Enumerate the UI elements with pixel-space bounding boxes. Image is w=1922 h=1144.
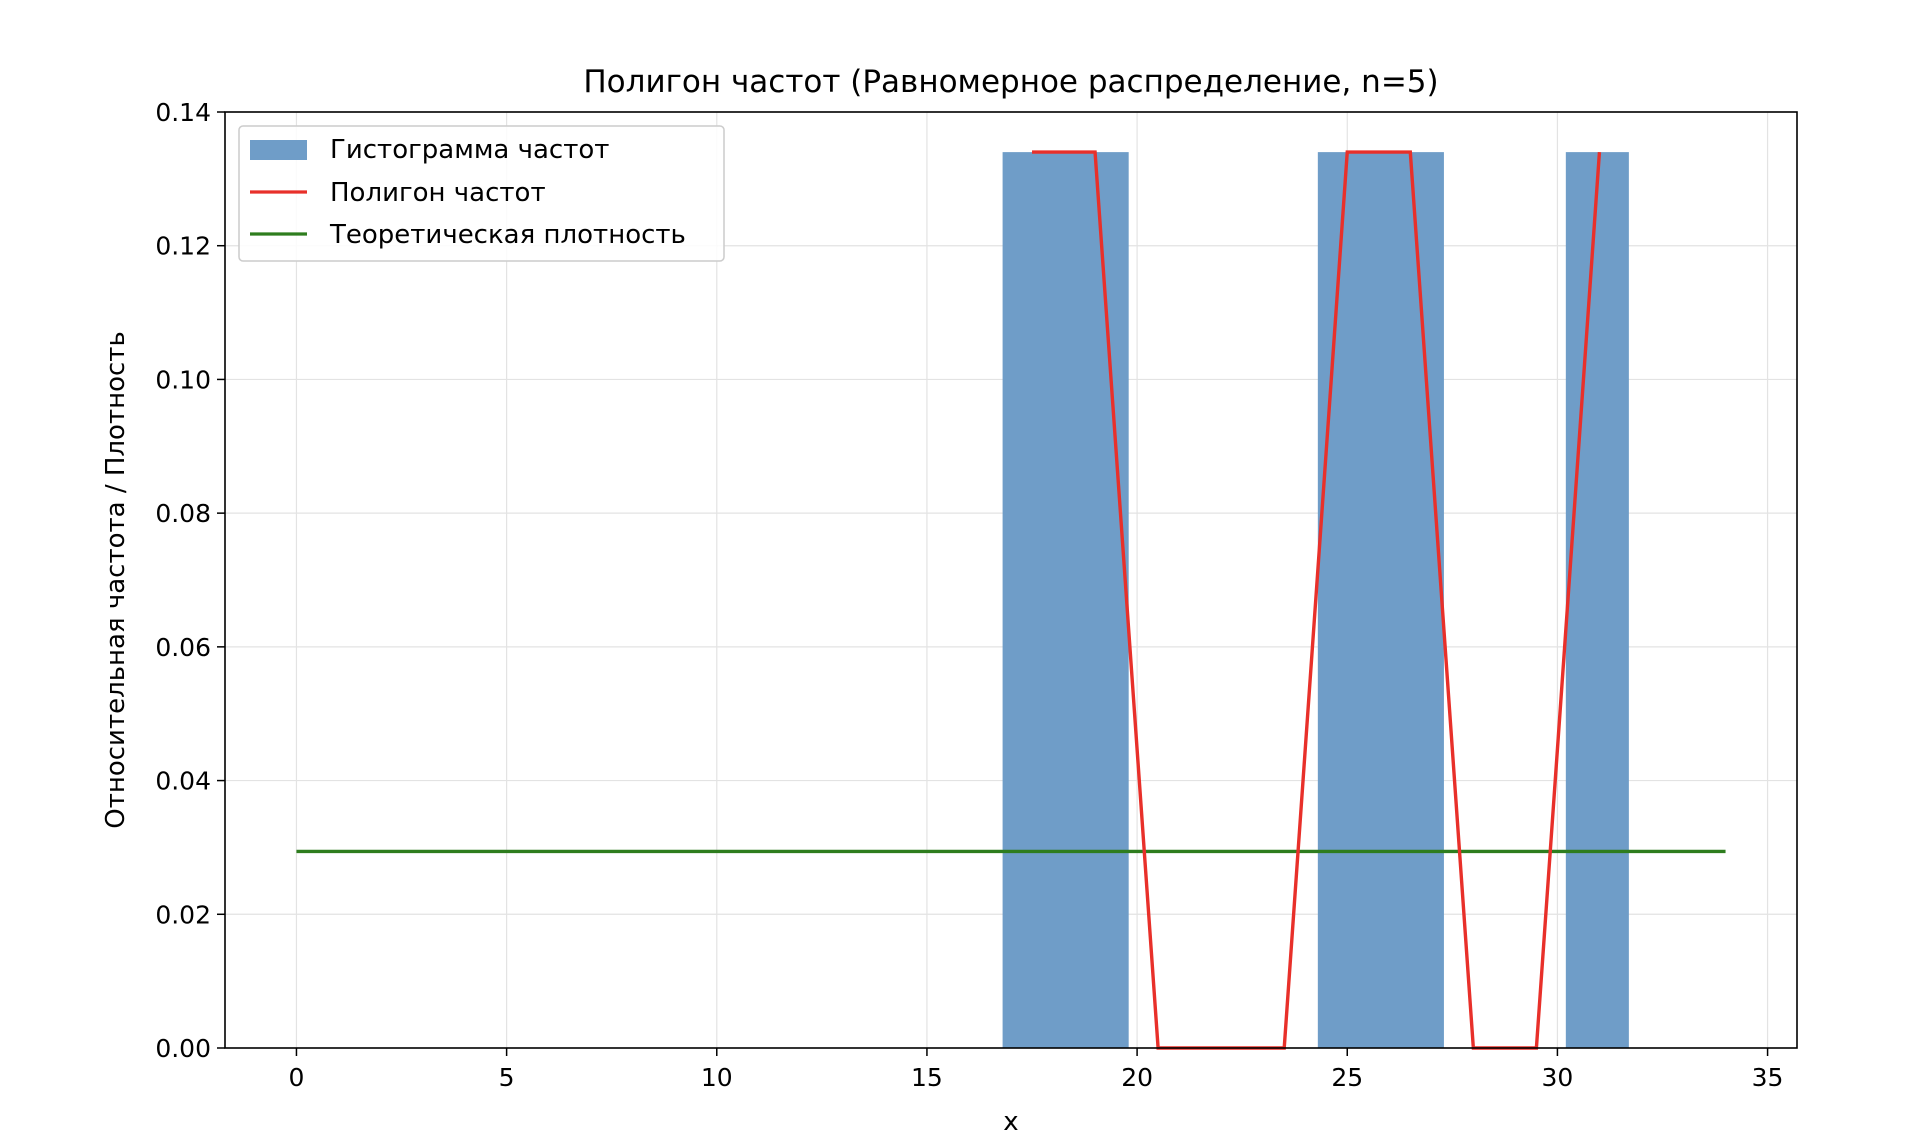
x-tick-label: 15 (911, 1063, 943, 1092)
x-tick-label: 20 (1121, 1063, 1153, 1092)
y-tick-label: 0.00 (155, 1034, 211, 1063)
y-tick-label: 0.14 (155, 98, 211, 127)
histogram-bar (1565, 152, 1629, 1049)
y-tick-label: 0.02 (155, 900, 211, 929)
legend-label-theoretical: Теоретическая плотность (329, 220, 686, 250)
chart-title: Полигон частот (Равномерное распределени… (583, 64, 1438, 100)
y-tick-label: 0.04 (155, 767, 211, 796)
x-axis-ticks: 0 5 10 15 20 25 30 35 (289, 1048, 1784, 1092)
y-tick-label: 0.08 (155, 499, 211, 528)
y-axis-label: Относительная частота / Плотность (101, 331, 131, 829)
y-axis-ticks: 0.00 0.02 0.04 0.06 0.08 0.10 0.12 0.14 (155, 98, 225, 1063)
y-tick-label: 0.06 (155, 633, 211, 662)
x-axis-label: x (1003, 1107, 1018, 1137)
x-tick-label: 25 (1331, 1063, 1363, 1092)
legend-swatch-histogram (250, 140, 307, 160)
legend-box (238, 125, 725, 262)
legend: Гистограмма частот Полигон частот Теорет… (238, 125, 725, 262)
y-tick-label: 0.12 (155, 232, 211, 261)
histogram-bar (1317, 152, 1444, 1049)
x-tick-label: 10 (701, 1063, 733, 1092)
x-tick-label: 35 (1752, 1063, 1784, 1092)
x-tick-label: 5 (499, 1063, 515, 1092)
x-tick-label: 30 (1542, 1063, 1574, 1092)
plot-frame (224, 111, 1798, 1049)
x-tick-label: 0 (289, 1063, 305, 1092)
legend-label-polygon: Полигон частот (330, 178, 546, 208)
histogram-bar (1002, 152, 1129, 1049)
legend-label-histogram: Гистограмма частот (330, 135, 609, 165)
histogram-bars (1002, 152, 1629, 1049)
y-tick-label: 0.10 (155, 365, 211, 394)
